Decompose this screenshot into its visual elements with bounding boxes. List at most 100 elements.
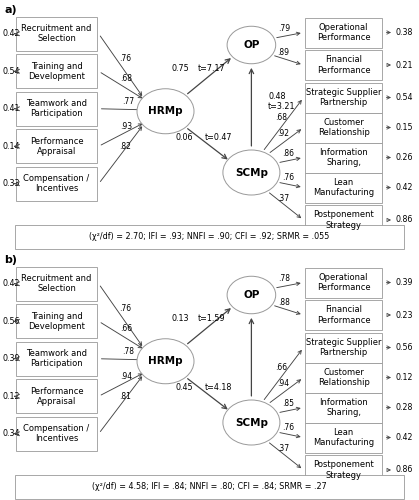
FancyBboxPatch shape	[305, 300, 382, 330]
Text: 0.14: 0.14	[2, 142, 20, 151]
FancyBboxPatch shape	[305, 50, 382, 80]
FancyBboxPatch shape	[305, 172, 382, 203]
FancyBboxPatch shape	[16, 417, 97, 450]
Ellipse shape	[223, 400, 280, 445]
Text: .68: .68	[275, 113, 287, 122]
Text: Lean
Manufacturing: Lean Manufacturing	[313, 428, 374, 447]
Text: Postponement
Strategy: Postponement Strategy	[313, 460, 374, 479]
Text: 0.42: 0.42	[2, 29, 20, 38]
Text: HRMp: HRMp	[148, 356, 183, 366]
Text: (χ²/df) = 2.70; IFI = .93; NNFI = .90; CFI = .92; SRMR = .055: (χ²/df) = 2.70; IFI = .93; NNFI = .90; C…	[89, 232, 330, 241]
FancyBboxPatch shape	[305, 332, 382, 362]
Text: .78: .78	[122, 348, 134, 356]
Text: Strategic Supplier
Partnership: Strategic Supplier Partnership	[306, 338, 381, 357]
Text: .76: .76	[119, 304, 132, 313]
Text: HRMp: HRMp	[148, 106, 183, 116]
Text: 0.75: 0.75	[171, 64, 189, 74]
Ellipse shape	[227, 26, 276, 64]
Text: Performance
Appraisal: Performance Appraisal	[30, 386, 83, 406]
Text: a): a)	[4, 5, 17, 15]
Text: b): b)	[4, 255, 17, 265]
Text: 0.41: 0.41	[2, 104, 20, 114]
Text: 0.39: 0.39	[2, 354, 19, 363]
Text: .92: .92	[278, 130, 290, 138]
Text: t=1.59: t=1.59	[198, 314, 225, 324]
Text: .66: .66	[120, 324, 132, 332]
Text: (χ²/df) = 4.58; IFI = .84; NNFI = .80; CFI = .84; SRMR = .27: (χ²/df) = 4.58; IFI = .84; NNFI = .80; C…	[92, 482, 327, 491]
FancyBboxPatch shape	[16, 342, 97, 376]
Text: .76: .76	[282, 174, 294, 182]
Text: .78: .78	[279, 274, 291, 283]
Text: 0.86: 0.86	[396, 466, 413, 474]
FancyBboxPatch shape	[16, 92, 97, 126]
Text: t=0.47: t=0.47	[204, 132, 232, 141]
Text: .82: .82	[119, 142, 132, 151]
Ellipse shape	[137, 89, 194, 134]
Text: Financial
Performance: Financial Performance	[317, 306, 370, 324]
Text: Training and
Development: Training and Development	[28, 62, 85, 81]
Text: t=4.18: t=4.18	[204, 382, 232, 392]
FancyBboxPatch shape	[16, 17, 97, 50]
Text: 0.54: 0.54	[2, 66, 20, 76]
Text: Recruitment and
Selection: Recruitment and Selection	[21, 24, 92, 44]
Text: 0.28: 0.28	[396, 403, 413, 412]
FancyBboxPatch shape	[15, 225, 404, 248]
Text: 0.54: 0.54	[396, 93, 414, 102]
Text: 0.42: 0.42	[396, 433, 414, 442]
Text: 0.39: 0.39	[396, 278, 413, 287]
FancyBboxPatch shape	[16, 267, 97, 300]
Text: .37: .37	[277, 194, 290, 203]
FancyBboxPatch shape	[305, 112, 382, 142]
Text: OP: OP	[243, 290, 260, 300]
Text: 0.56: 0.56	[396, 343, 414, 352]
Text: Operational
Performance: Operational Performance	[317, 23, 370, 42]
Text: .93: .93	[120, 122, 132, 131]
FancyBboxPatch shape	[16, 380, 97, 413]
Text: SCMp: SCMp	[235, 168, 268, 177]
FancyBboxPatch shape	[305, 142, 382, 172]
Ellipse shape	[137, 339, 194, 384]
FancyBboxPatch shape	[16, 130, 97, 163]
FancyBboxPatch shape	[305, 362, 382, 392]
Text: 0.42: 0.42	[396, 183, 414, 192]
Text: .85: .85	[282, 398, 294, 407]
Text: 0.38: 0.38	[396, 28, 413, 37]
Text: .79: .79	[279, 24, 291, 33]
Text: 0.15: 0.15	[396, 123, 414, 132]
Text: Financial
Performance: Financial Performance	[317, 56, 370, 74]
FancyBboxPatch shape	[305, 455, 382, 485]
Text: Compensation /
Incentives: Compensation / Incentives	[23, 174, 90, 194]
Text: 0.23: 0.23	[396, 310, 414, 320]
FancyBboxPatch shape	[305, 82, 382, 112]
Text: Information
Sharing,: Information Sharing,	[319, 398, 368, 417]
Text: SCMp: SCMp	[235, 418, 268, 428]
FancyBboxPatch shape	[305, 268, 382, 298]
Text: 0.12: 0.12	[2, 392, 20, 401]
Ellipse shape	[223, 150, 280, 195]
Text: .37: .37	[277, 444, 290, 453]
Text: 0.06: 0.06	[176, 132, 194, 141]
Text: t=3.21: t=3.21	[268, 102, 296, 112]
Text: Information
Sharing,: Information Sharing,	[319, 148, 368, 167]
Text: .81: .81	[119, 392, 132, 401]
Text: 0.12: 0.12	[396, 373, 414, 382]
Text: .76: .76	[119, 54, 132, 63]
Text: Compensation /
Incentives: Compensation / Incentives	[23, 424, 90, 444]
Text: .94: .94	[277, 380, 290, 388]
Text: 0.86: 0.86	[396, 216, 413, 224]
FancyBboxPatch shape	[16, 54, 97, 88]
Text: .68: .68	[120, 74, 132, 82]
FancyBboxPatch shape	[305, 205, 382, 235]
Text: Recruitment and
Selection: Recruitment and Selection	[21, 274, 92, 293]
FancyBboxPatch shape	[305, 422, 382, 452]
Text: 0.26: 0.26	[396, 153, 414, 162]
Text: .86: .86	[282, 148, 294, 158]
Text: .88: .88	[278, 298, 290, 308]
FancyBboxPatch shape	[16, 167, 97, 200]
Text: Customer
Relationship: Customer Relationship	[318, 118, 370, 137]
Text: .94: .94	[120, 372, 132, 381]
Ellipse shape	[227, 276, 276, 314]
Text: 0.56: 0.56	[2, 317, 20, 326]
Text: 0.34: 0.34	[2, 429, 20, 438]
FancyBboxPatch shape	[16, 304, 97, 338]
